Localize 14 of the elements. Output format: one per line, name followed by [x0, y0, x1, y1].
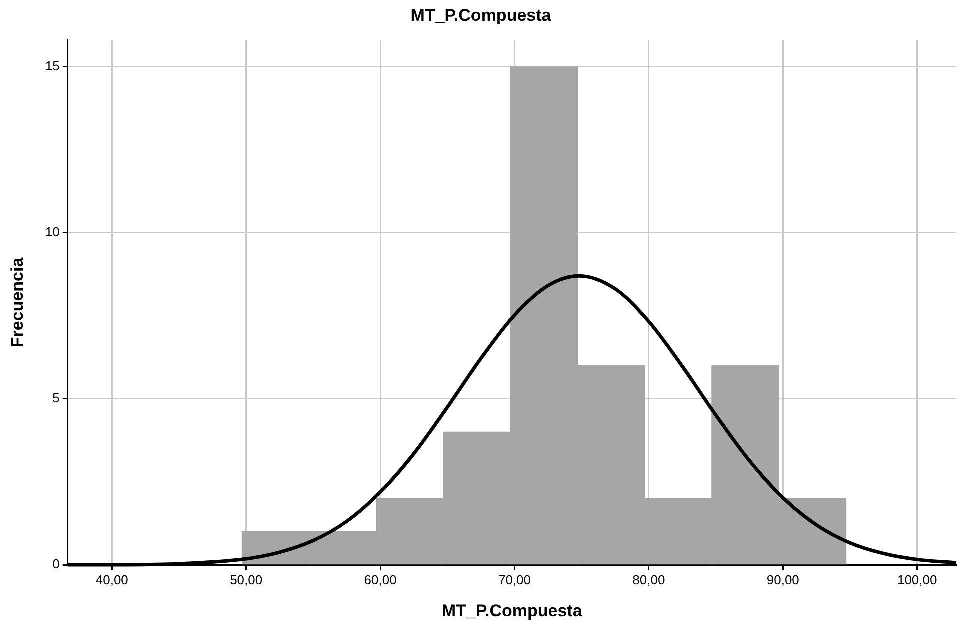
x-tick-label: 40,00 [96, 572, 128, 588]
y-tick-label: 15 [45, 58, 60, 74]
x-tick-label: 70,00 [498, 572, 532, 588]
x-tick-label: 100,00 [897, 572, 938, 588]
y-tick-label: 0 [52, 556, 60, 572]
x-tick-label: 90,00 [766, 572, 800, 588]
x-tick-label: 50,00 [230, 572, 263, 588]
y-tick-label: 5 [52, 390, 60, 406]
x-tick-label: 60,00 [364, 572, 397, 588]
y-tick-label: 10 [45, 224, 60, 240]
y-axis-title: Frecuencia [8, 257, 27, 348]
x-axis-title: MT_P.Compuesta [442, 601, 583, 620]
chart-title: MT_P.Compuesta [410, 6, 552, 25]
x-tick-label: 80,00 [632, 572, 666, 588]
